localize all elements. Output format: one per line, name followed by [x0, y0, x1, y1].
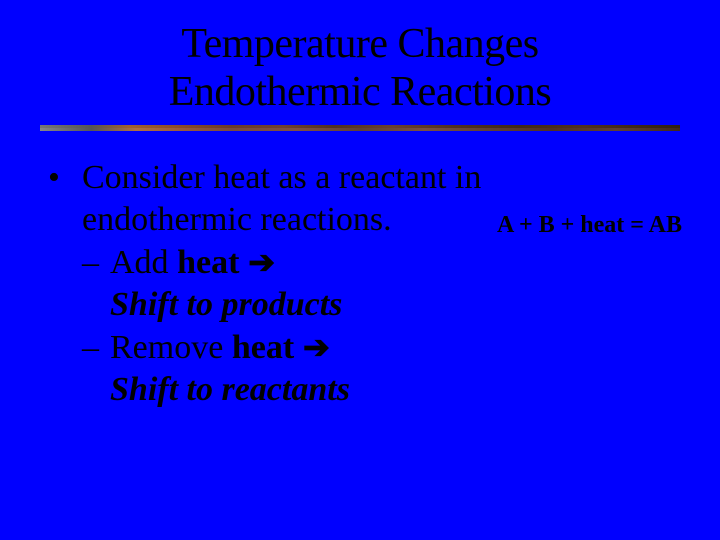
title-line-2: Endothermic Reactions — [40, 68, 680, 116]
sub-text-remove: Remove heat ➔ — [110, 327, 330, 370]
remove-prefix: Remove — [110, 329, 232, 366]
sub-text-add: Add heat ➔ — [110, 242, 275, 285]
bullet-text: Consider heat as a reactant in endotherm… — [82, 157, 680, 242]
title-line-1: Temperature Changes — [40, 20, 680, 68]
bullet-item: • Consider heat as a reactant in endothe… — [48, 157, 680, 242]
title-separator — [40, 125, 680, 131]
heat-word: heat — [177, 244, 239, 281]
heat-word: heat — [232, 329, 294, 366]
dash-marker: – — [82, 242, 110, 285]
bullet-text-line2: endothermic reactions. — [82, 201, 392, 238]
slide: Temperature Changes Endothermic Reaction… — [0, 0, 720, 540]
sub-list: – Add heat ➔ Shift to products – Remove … — [48, 242, 680, 412]
dash-marker: – — [82, 327, 110, 370]
add-prefix: Add — [110, 244, 177, 281]
slide-title: Temperature Changes Endothermic Reaction… — [40, 20, 680, 117]
shift-products: Shift to products — [82, 284, 680, 327]
bullet-text-line1: Consider heat as a reactant in — [82, 159, 481, 196]
arrow-icon: ➔ — [294, 329, 330, 365]
sub-item-add: – Add heat ➔ — [82, 242, 680, 285]
sub-item-remove: – Remove heat ➔ — [82, 327, 680, 370]
arrow-icon: ➔ — [239, 244, 275, 280]
equation-text: A + B + heat = AB — [497, 210, 682, 240]
shift-reactants: Shift to reactants — [82, 369, 680, 412]
bullet-marker: • — [48, 157, 82, 200]
slide-body: • Consider heat as a reactant in endothe… — [40, 157, 680, 412]
